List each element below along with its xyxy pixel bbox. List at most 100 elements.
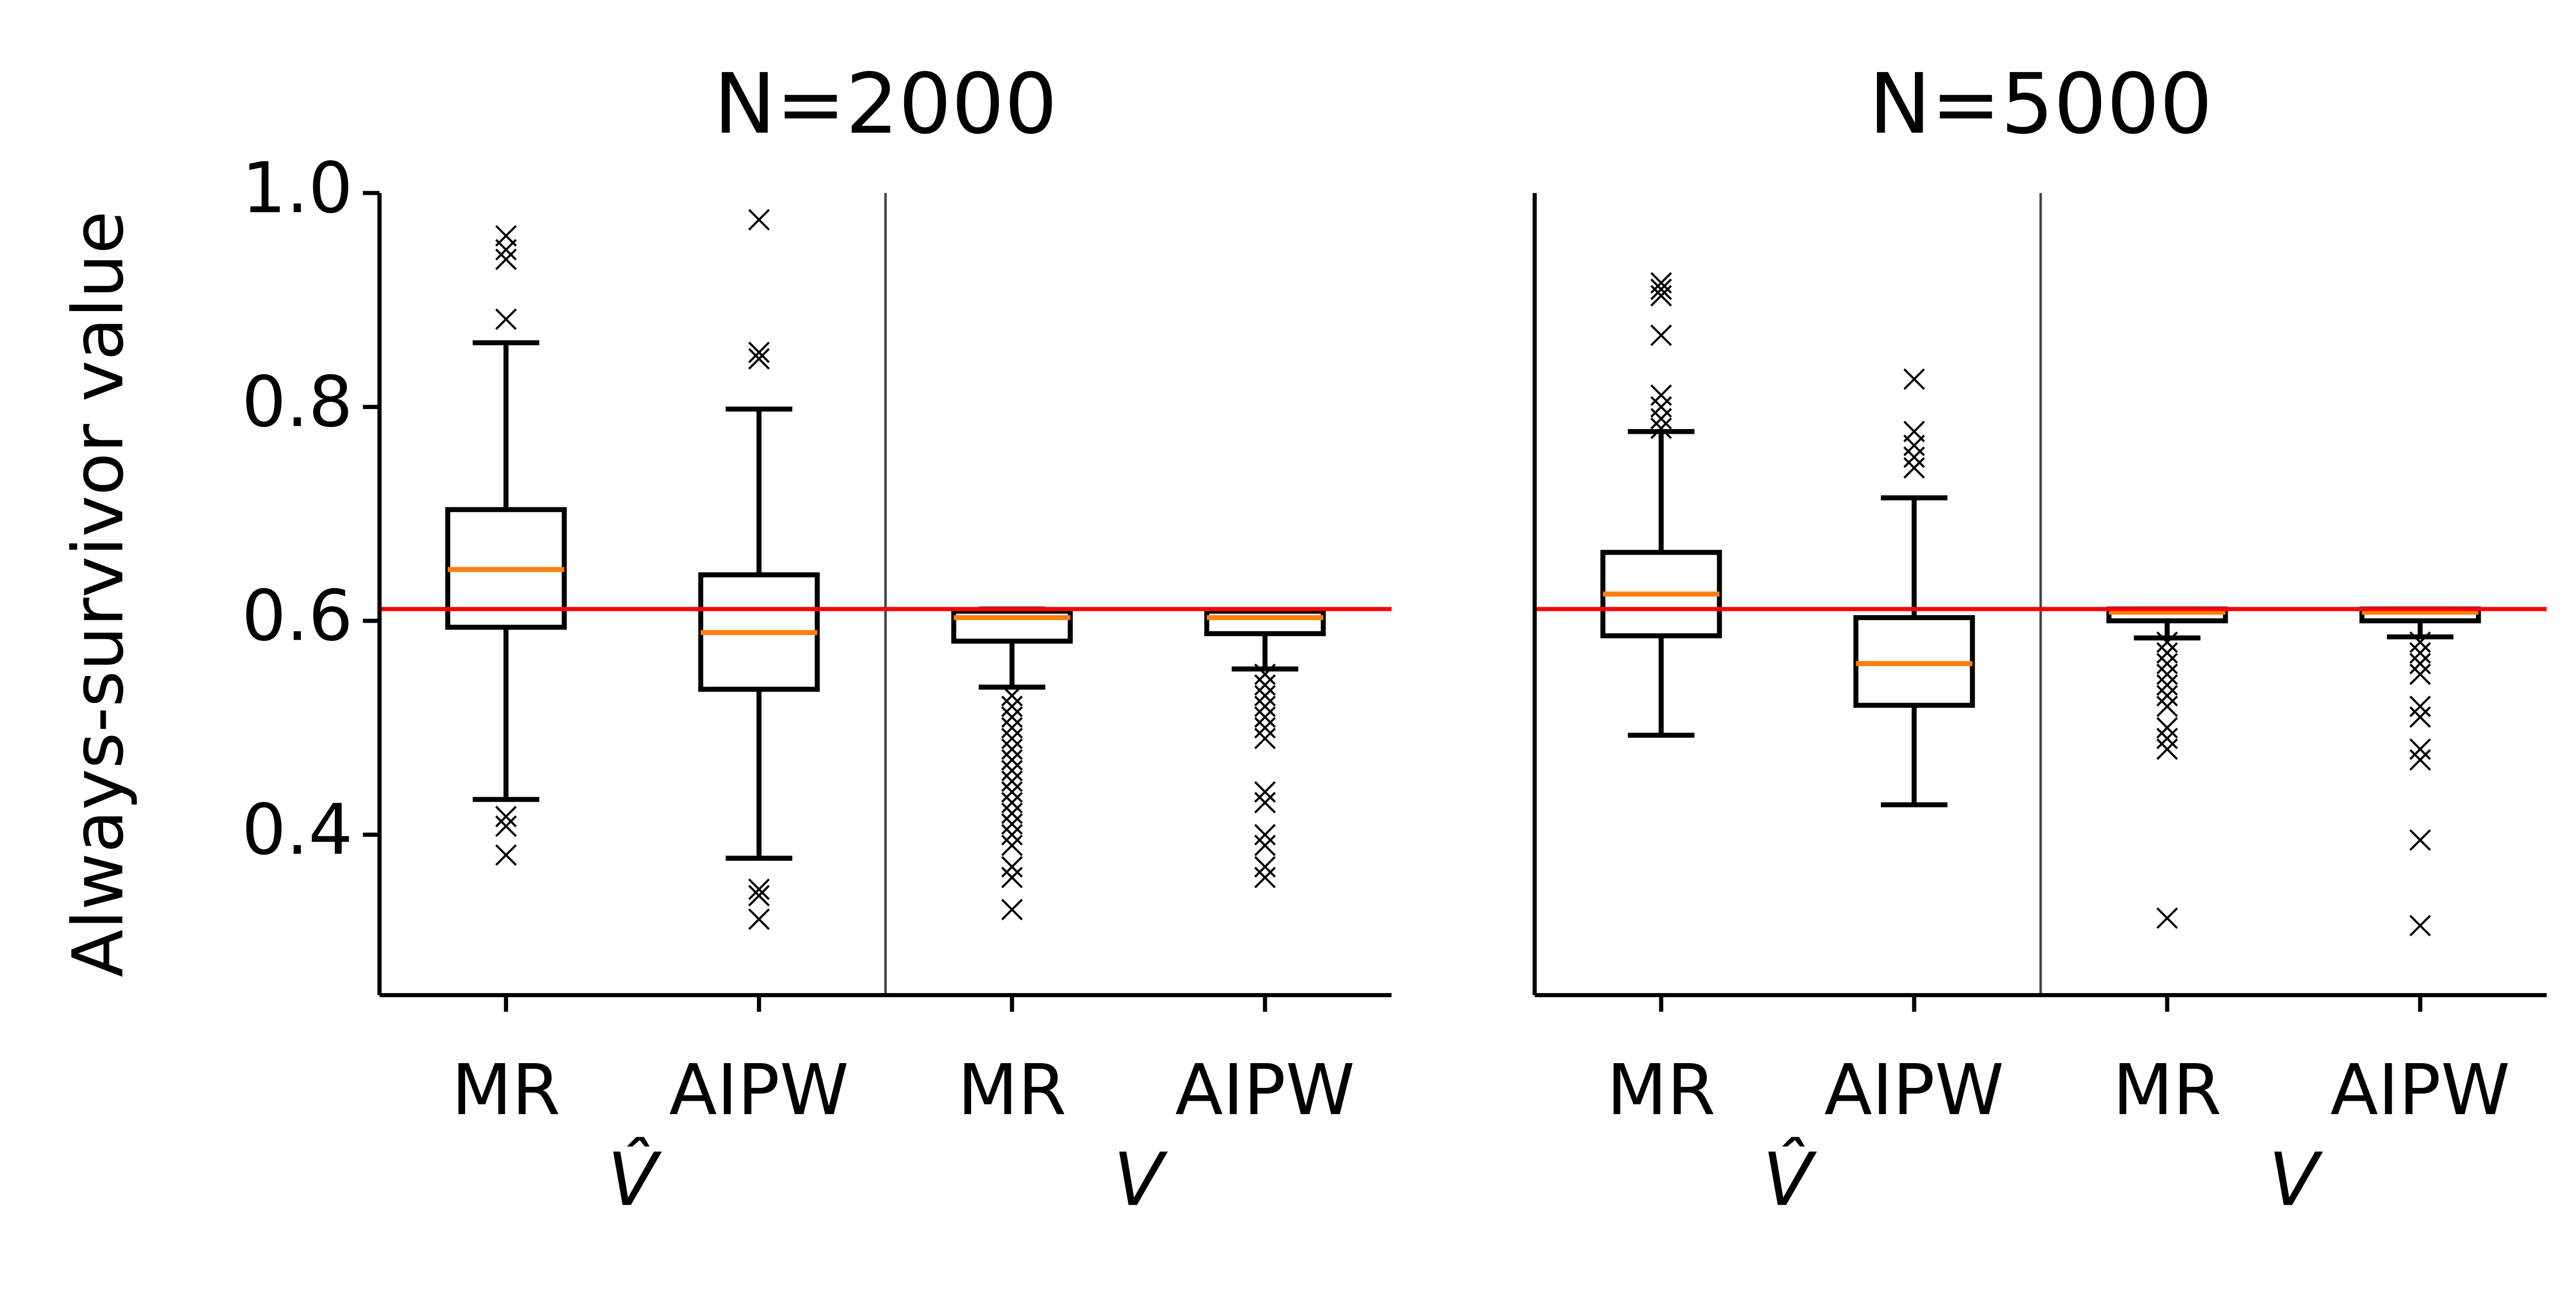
outlier [1001, 685, 1023, 707]
outlier-stroke [1254, 792, 1276, 814]
outlier-stroke [1001, 781, 1023, 803]
outlier-stroke [748, 341, 770, 364]
outlier-stroke [1254, 727, 1276, 749]
outlier [1650, 278, 1672, 300]
outlier [2409, 663, 2431, 685]
outlier-stroke [1001, 695, 1023, 718]
outlier-stroke [1254, 866, 1276, 889]
outlier-stroke [495, 248, 517, 270]
outlier-stroke [1001, 866, 1023, 889]
y-tick-label: 0.6 [242, 575, 353, 657]
x-tick-label: MR [2113, 1050, 2222, 1131]
outlier [2156, 907, 2178, 929]
x-tick-label: AIPW [2330, 1050, 2510, 1131]
outlier-stroke [1001, 760, 1023, 781]
outlier-stroke [1001, 834, 1023, 857]
outlier [1254, 717, 1276, 739]
outlier [2409, 749, 2431, 771]
outlier [1650, 408, 1672, 430]
outlier-stroke [495, 806, 517, 828]
outlier-stroke [1903, 446, 1925, 468]
outlier-stroke [1254, 695, 1276, 718]
outlier-stroke [1001, 738, 1023, 760]
outlier-stroke [1650, 278, 1672, 300]
outlier [748, 209, 770, 231]
outlier [1254, 663, 1276, 685]
outlier [2156, 727, 2178, 749]
outlier [1001, 706, 1023, 728]
outlier [2409, 738, 2431, 760]
outlier [2409, 631, 2431, 653]
outlier-stroke [2156, 727, 2178, 749]
outlier [1254, 792, 1276, 814]
outlier-stroke [1650, 396, 1672, 418]
y-tick-label: 0.8 [242, 362, 353, 443]
outlier [2409, 706, 2431, 728]
outlier-stroke [1001, 727, 1023, 749]
outlier [1903, 457, 1925, 479]
outlier [2156, 695, 2178, 718]
outlier [495, 844, 517, 866]
outlier-stroke [495, 844, 517, 866]
outlier-stroke [1254, 824, 1276, 846]
outlier [1650, 396, 1672, 418]
outlier [2409, 829, 2431, 851]
outlier-stroke [495, 815, 517, 837]
outlier-stroke [748, 348, 770, 370]
group-label: V [1113, 1137, 1168, 1222]
outlier-stroke [2156, 663, 2178, 685]
outlier-stroke [2156, 695, 2178, 718]
outlier-stroke [748, 878, 770, 900]
outlier [1001, 695, 1023, 718]
outlier-stroke [1001, 824, 1023, 846]
outlier-stroke [2409, 663, 2431, 685]
outlier-stroke [1903, 434, 1925, 456]
outlier [1001, 717, 1023, 739]
outlier [495, 238, 517, 261]
outlier-stroke [1254, 663, 1276, 685]
outlier-stroke [1650, 324, 1672, 346]
outlier [1254, 834, 1276, 857]
group-label: V [2268, 1137, 2323, 1222]
outlier-stroke [2409, 695, 2431, 718]
outlier-stroke [748, 908, 770, 930]
x-tick-label: AIPW [1175, 1050, 1355, 1131]
outlier-stroke [1254, 834, 1276, 857]
outlier-stroke [2156, 653, 2178, 675]
outlier-stroke [1001, 770, 1023, 792]
outlier-stroke [1650, 384, 1672, 406]
outlier-stroke [1254, 674, 1276, 696]
group-label: V̂ [607, 1136, 662, 1222]
outlier [1001, 760, 1023, 781]
outlier [2156, 717, 2178, 739]
outlier [1254, 706, 1276, 728]
outlier [1001, 749, 1023, 771]
outlier [1650, 324, 1672, 346]
outlier [2156, 642, 2178, 664]
outlier [2156, 685, 2178, 707]
outlier-stroke [1254, 781, 1276, 803]
outlier [495, 806, 517, 828]
outlier [1254, 824, 1276, 846]
outlier [1254, 727, 1276, 749]
outlier-stroke [2409, 738, 2431, 760]
outlier [2409, 695, 2431, 718]
outlier-stroke [2409, 706, 2431, 728]
outlier-stroke [748, 885, 770, 907]
outlier [1001, 738, 1023, 760]
outlier-stroke [1254, 856, 1276, 878]
outlier-stroke [2409, 749, 2431, 771]
outlier-stroke [1001, 813, 1023, 835]
outlier-stroke [1903, 457, 1925, 479]
outlier-stroke [495, 238, 517, 261]
outlier [2156, 653, 2178, 675]
outlier [495, 815, 517, 837]
box [951, 608, 1073, 644]
outlier-stroke [1001, 717, 1023, 739]
outlier [1254, 685, 1276, 707]
x-tick-label: AIPW [669, 1050, 849, 1131]
outlier [1001, 802, 1023, 824]
outlier-stroke [2156, 674, 2178, 696]
outlier [1254, 856, 1276, 878]
